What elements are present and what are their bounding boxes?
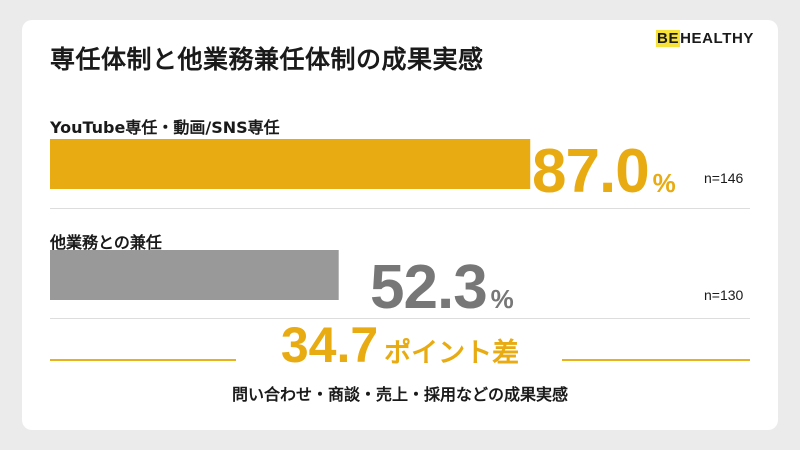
bar-dedicated <box>50 139 531 189</box>
brand-logo-highlight: BE <box>656 30 681 47</box>
value-label-dedicated: 87.0% <box>532 136 676 207</box>
difference-value: 34.7 <box>280 317 379 373</box>
value-number-concurrent: 52.3 <box>370 253 488 322</box>
category-label-concurrent: 他業務との兼任 <box>50 233 162 252</box>
difference-rule-right <box>562 359 750 361</box>
row-divider <box>50 208 750 209</box>
value-unit-dedicated: % <box>652 168 676 198</box>
difference-callout: 34.7 ポイント差 <box>22 316 778 374</box>
brand-logo-rest: HEALTHY <box>680 30 754 47</box>
bar-concurrent <box>50 250 339 300</box>
category-label-dedicated: YouTube専任・動画/SNS専任 <box>50 118 280 137</box>
section-divider <box>50 318 750 319</box>
value-number-dedicated: 87.0 <box>532 137 650 206</box>
bar-chart <box>50 139 531 300</box>
chart-card: 専任体制と他業務兼任体制の成果実感 BEHEALTHY YouTube専任・動画… <box>22 20 778 430</box>
brand-logo: BEHEALTHY <box>656 30 754 47</box>
chart-title: 専任体制と他業務兼任体制の成果実感 <box>50 45 484 74</box>
difference-rule-left <box>50 359 236 361</box>
sample-size-dedicated: n=146 <box>704 170 744 186</box>
sample-size-concurrent: n=130 <box>704 287 744 303</box>
chart-caption: 問い合わせ・商談・売上・採用などの成果実感 <box>231 385 568 404</box>
difference-label: ポイント差 <box>384 338 520 369</box>
value-unit-concurrent: % <box>490 284 514 314</box>
value-label-concurrent: 52.3% <box>370 252 514 323</box>
